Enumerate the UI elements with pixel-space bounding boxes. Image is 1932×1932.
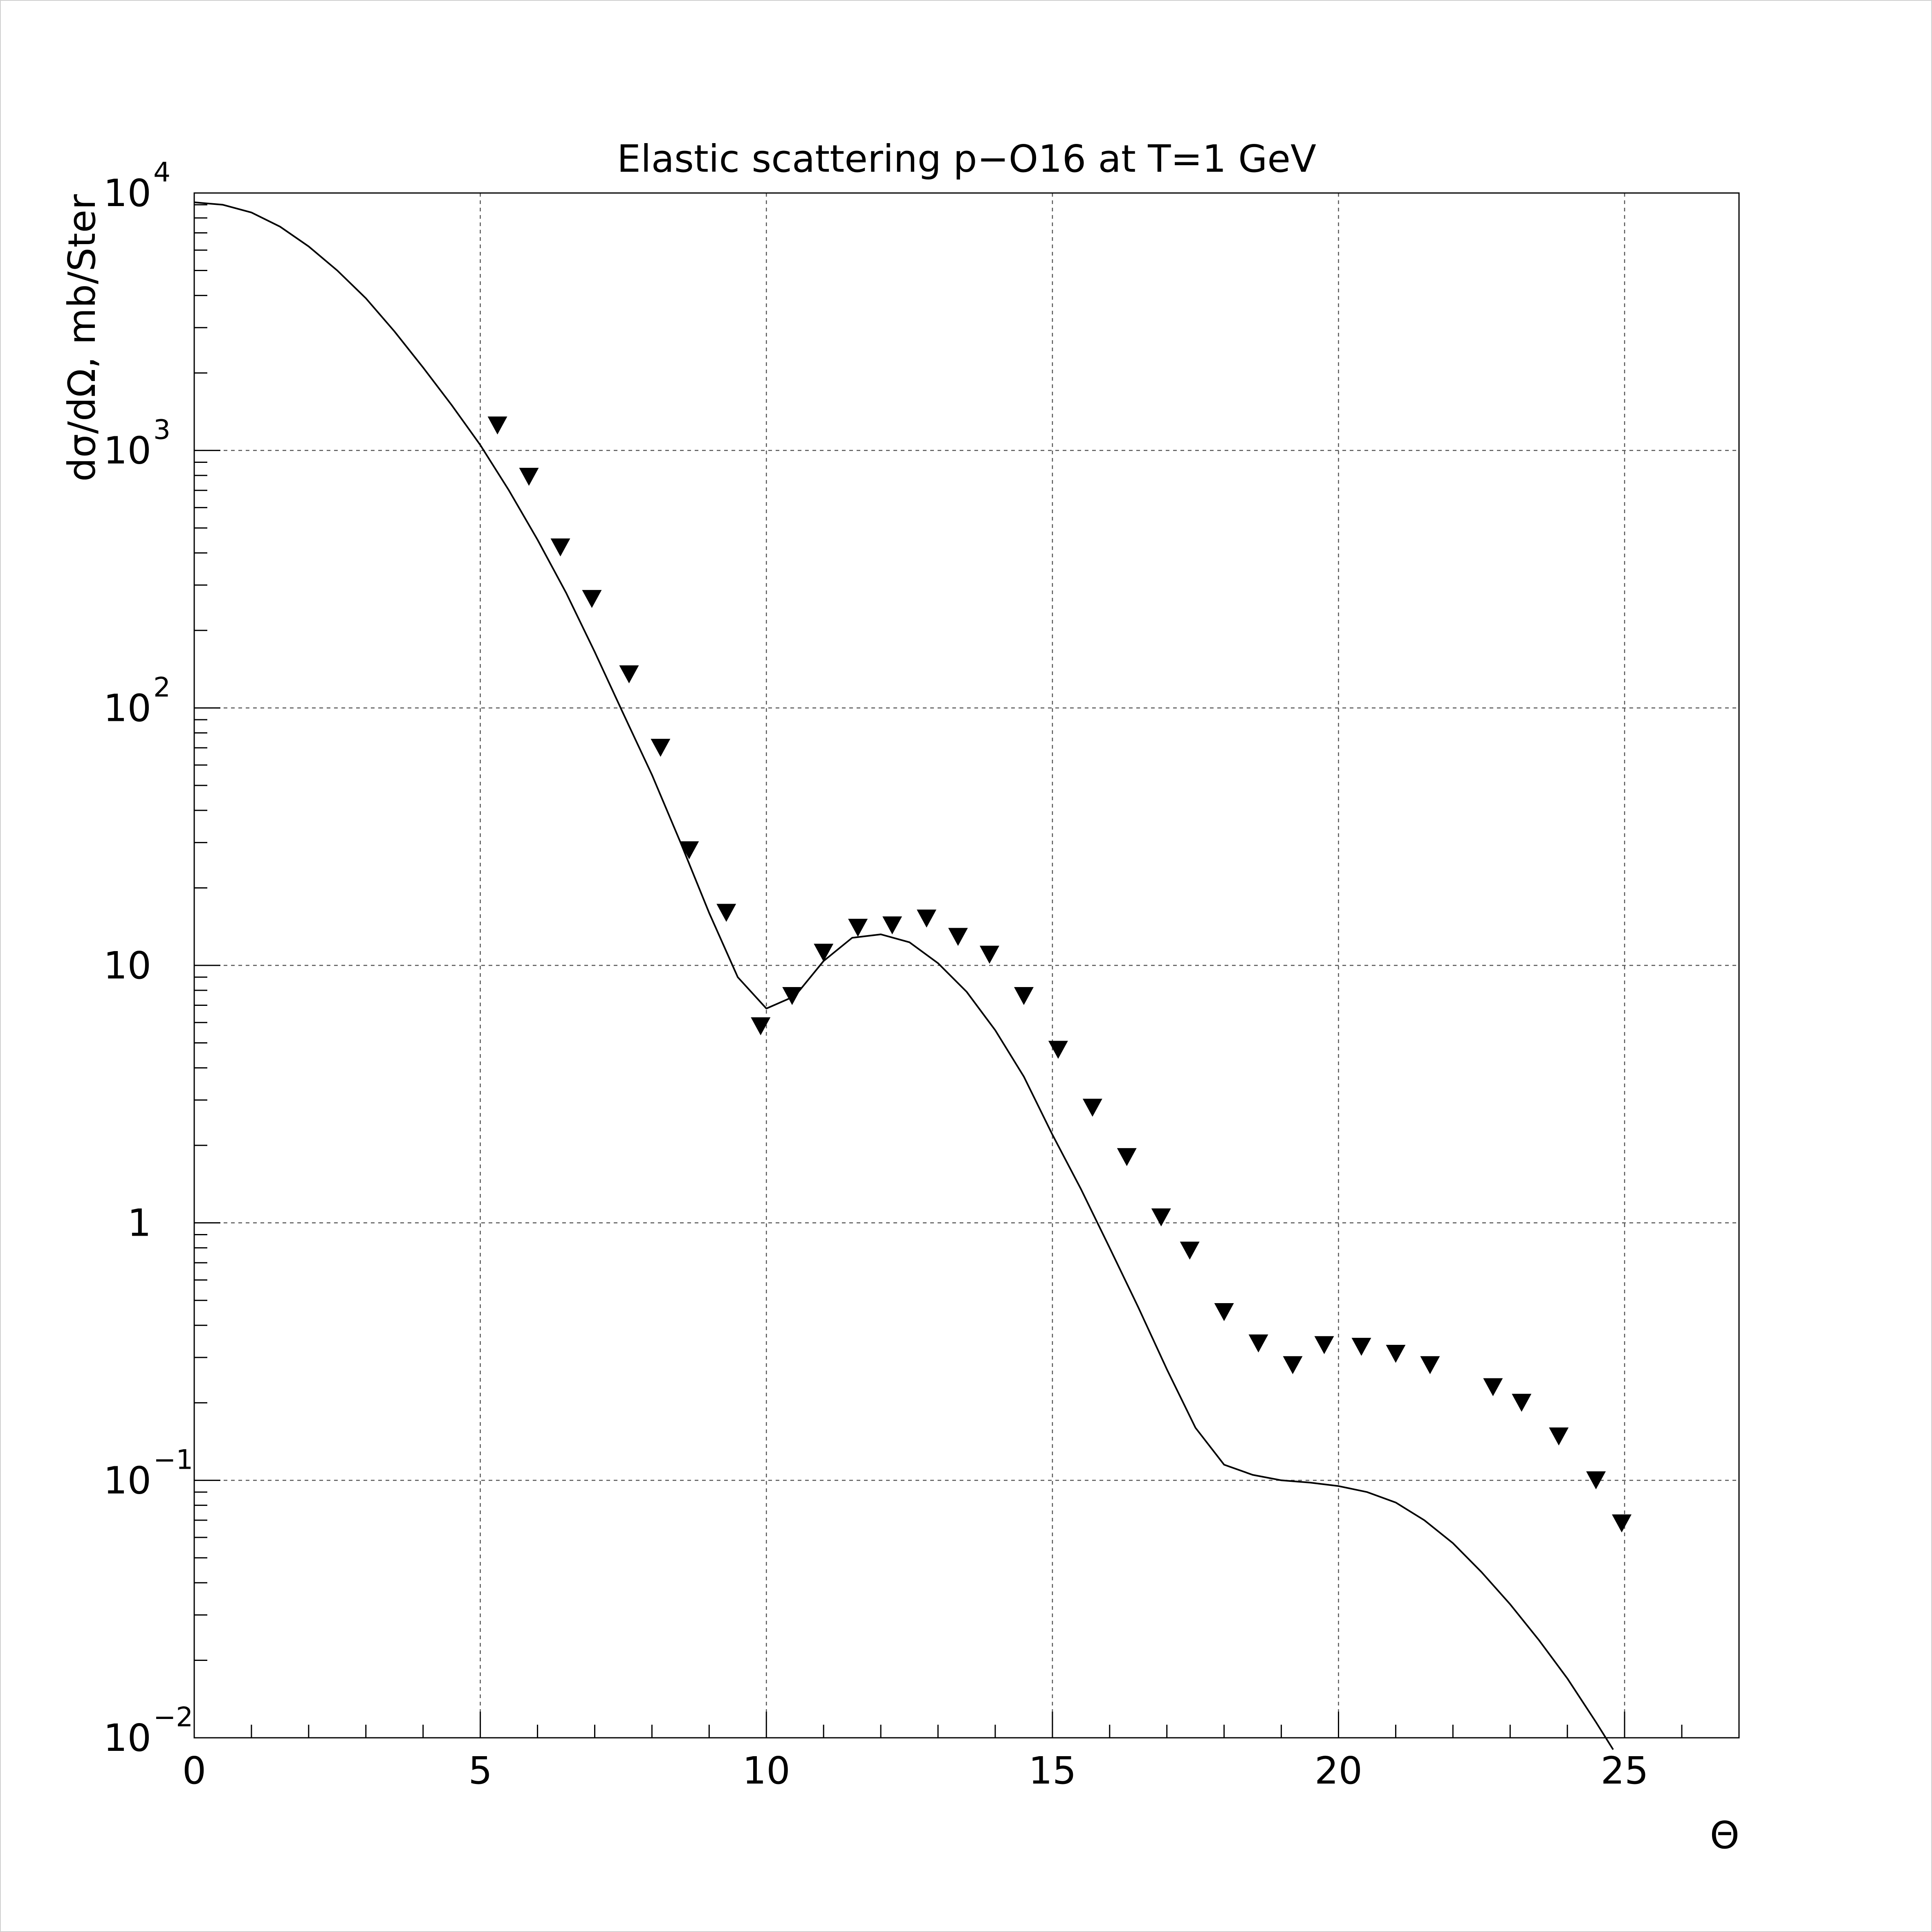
y-tick-label: 10	[103, 1459, 151, 1502]
data-point	[1214, 1303, 1234, 1322]
chart-title: Elastic scattering p−O16 at T=1 GeV	[617, 137, 1316, 181]
x-tick-label: 0	[182, 1749, 206, 1793]
data-point	[882, 916, 902, 935]
data-point	[679, 841, 699, 859]
data-point	[1180, 1241, 1200, 1260]
x-axis-label: Θ	[1710, 1813, 1739, 1857]
theory-curve	[194, 201, 1614, 1750]
y-tick-base: 1	[127, 1201, 151, 1245]
y-tick-base: 10	[103, 944, 151, 987]
data-point	[751, 1017, 771, 1035]
data-point	[1351, 1337, 1371, 1356]
data-point	[519, 468, 539, 486]
x-tick-label: 5	[468, 1749, 492, 1793]
data-point	[1512, 1393, 1532, 1412]
y-tick-exponent: 3	[153, 414, 171, 446]
y-tick-base: 10	[103, 1716, 151, 1760]
data-point	[1420, 1356, 1440, 1374]
y-tick-label: 10	[103, 686, 151, 730]
series	[194, 201, 1632, 1750]
data-point	[1248, 1334, 1268, 1353]
y-tick-label: 1	[127, 1201, 151, 1245]
x-tick-label: 15	[1028, 1749, 1076, 1793]
x-tick-label: 20	[1315, 1749, 1362, 1793]
data-point	[1283, 1356, 1303, 1374]
y-tick-exponent: −1	[153, 1444, 193, 1475]
data-point	[1082, 1099, 1102, 1117]
y-tick-exponent: −2	[153, 1701, 193, 1733]
y-tick-base: 10	[103, 429, 151, 473]
data-point	[619, 665, 639, 684]
data-point	[487, 416, 507, 435]
data-point	[1151, 1208, 1171, 1227]
data-point	[814, 944, 834, 962]
y-tick-base: 10	[103, 171, 151, 215]
y-tick-label: 10	[103, 1716, 151, 1760]
data-point	[1314, 1336, 1334, 1354]
y-tick-exponent: 4	[153, 157, 171, 188]
data-point	[651, 738, 671, 757]
data-point	[550, 538, 570, 556]
axes	[193, 192, 1740, 1739]
data-point	[948, 928, 968, 946]
x-tick-label: 25	[1601, 1749, 1649, 1793]
y-tick-base: 10	[103, 1459, 151, 1502]
x-tick-label: 10	[743, 1749, 790, 1793]
data-point	[848, 918, 868, 937]
data-points	[487, 416, 1632, 1533]
data-point	[716, 904, 736, 922]
y-tick-base: 10	[103, 686, 151, 730]
y-tick-label: 10	[103, 944, 151, 987]
data-point	[1483, 1378, 1503, 1396]
data-point	[582, 590, 602, 608]
grid	[194, 193, 1739, 1738]
data-point	[979, 945, 999, 964]
y-tick-exponent: 2	[153, 671, 171, 703]
y-axis-label: dσ/dΩ, mb/Ster	[60, 194, 104, 482]
data-point	[1612, 1514, 1632, 1533]
data-point	[1117, 1148, 1137, 1166]
y-tick-label: 10	[103, 429, 151, 473]
data-point	[782, 987, 802, 1005]
data-point	[1048, 1041, 1068, 1059]
data-point	[1386, 1344, 1406, 1363]
data-point	[1586, 1471, 1606, 1490]
data-point	[1014, 987, 1034, 1005]
data-point	[1549, 1427, 1569, 1446]
data-point	[917, 909, 937, 928]
y-tick-label: 10	[103, 171, 151, 215]
